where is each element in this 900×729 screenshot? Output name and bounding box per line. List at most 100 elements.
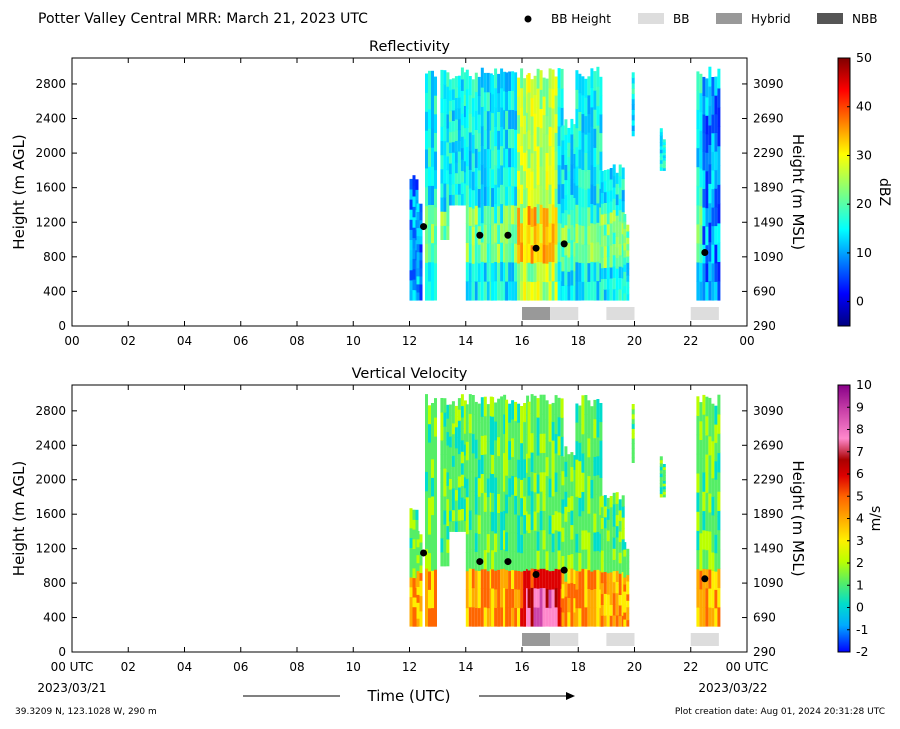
heatmap-cell [626,619,630,627]
heatmap-cell [471,79,475,99]
heatmap-cell [514,110,518,130]
heatmap-cell [626,256,630,263]
heatmap-cell [508,440,512,460]
colorbar-tick-label: 20 [856,196,872,211]
heatmap-cell [425,111,428,131]
heatmap-cell [600,528,604,540]
heatmap-cell [717,165,721,185]
heatmap-cell [714,225,718,245]
heatmap-cell [446,539,450,553]
heatmap-cell [494,261,498,282]
heatmap-cell [514,514,518,534]
heatmap-cell [548,68,552,89]
heatmap-cell [548,552,552,572]
heatmap-cell [419,534,423,543]
heatmap-cell [564,224,568,241]
heatmap-cell [542,263,546,282]
heatmap-cell [460,124,464,137]
heatmap-cell [618,232,622,245]
heatmap-cell [425,281,428,301]
heatmap-cell [561,499,565,514]
heatmap-cell [454,119,458,131]
heatmap-cells [409,394,721,627]
heatmap-cell [463,444,467,456]
heatmap-cell [593,90,597,110]
heatmap-cell [561,541,565,556]
heatmap-cell [428,89,431,110]
heatmap-cell [511,494,515,514]
heatmap-cell [618,164,622,177]
heatmap-cell [623,235,627,244]
heatmap-cell [612,243,616,256]
heatmap-cell [600,192,604,204]
heatmap-cell [662,144,666,148]
heatmap-cell [705,152,709,172]
heatmap-cell [711,440,715,460]
heatmap-cell [612,232,616,244]
heatmap-cell [714,169,718,189]
heatmap-cell [717,606,721,627]
heatmap-cell [448,194,452,206]
heatmap-cell [497,436,501,457]
heatmap-cell [711,514,715,534]
heatmap-cell [551,589,555,609]
heatmap-cell [659,469,663,474]
heatmap-cell [584,472,588,492]
heatmap-cell [533,281,537,301]
heatmap-cell [448,121,452,133]
heatmap-cell [497,512,501,532]
heatmap-cell [554,244,558,264]
heatmap-cell [587,76,591,96]
heatmap-cell [578,589,582,609]
heatmap-cell [428,261,431,282]
heatmap-cell [465,422,469,442]
heatmap-cell [696,415,700,436]
heatmap-cell [533,75,537,95]
heatmap-cell [460,136,464,149]
y2-tick-label: 1090 [753,576,784,590]
heatmap-cell [491,243,495,264]
heatmap-cell [590,106,594,127]
heatmap-cell [530,529,534,550]
heatmap-cell [497,149,501,169]
heatmap-cell [603,180,607,193]
heatmap-cell [696,587,700,608]
heatmap-cell [606,508,610,520]
heatmap-cell [554,151,558,171]
heatmap-cell [497,92,501,112]
heatmap-cell [409,586,413,598]
heatmap-cell [705,415,709,436]
heatmap-cell [584,587,588,608]
heatmap-cell [520,68,524,89]
heatmap-cell [508,422,512,442]
heatmap-cell [699,420,703,440]
heatmap-cell [564,134,568,150]
heatmap-cell [530,208,534,227]
heatmap-cell [415,519,419,530]
heatmap-cell [600,235,604,247]
heatmap-cell [514,148,518,168]
heatmap-cell [451,444,455,456]
heatmap-cell [477,589,481,609]
heatmap-cell [474,514,478,534]
heatmap-cell [511,90,515,110]
heatmap-cell [548,478,552,498]
heatmap-cell [451,183,455,195]
heatmap-cell [419,235,423,245]
heatmap-cell [491,150,495,170]
heatmap-cell [454,489,458,501]
heatmap-cell [702,114,706,134]
heatmap-cell [621,278,625,290]
heatmap-cell [584,78,588,98]
heatmap-cell [551,477,555,497]
heatmap-cell [606,583,610,595]
heatmap-cell [696,147,700,168]
heatmap-cell [477,477,481,497]
heatmap-cell [584,395,588,415]
heatmap-cell [517,151,521,171]
heatmap-cell [609,201,613,213]
heatmap-cell [497,474,501,494]
heatmap-cell [514,476,518,496]
heatmap-cell [511,456,515,476]
